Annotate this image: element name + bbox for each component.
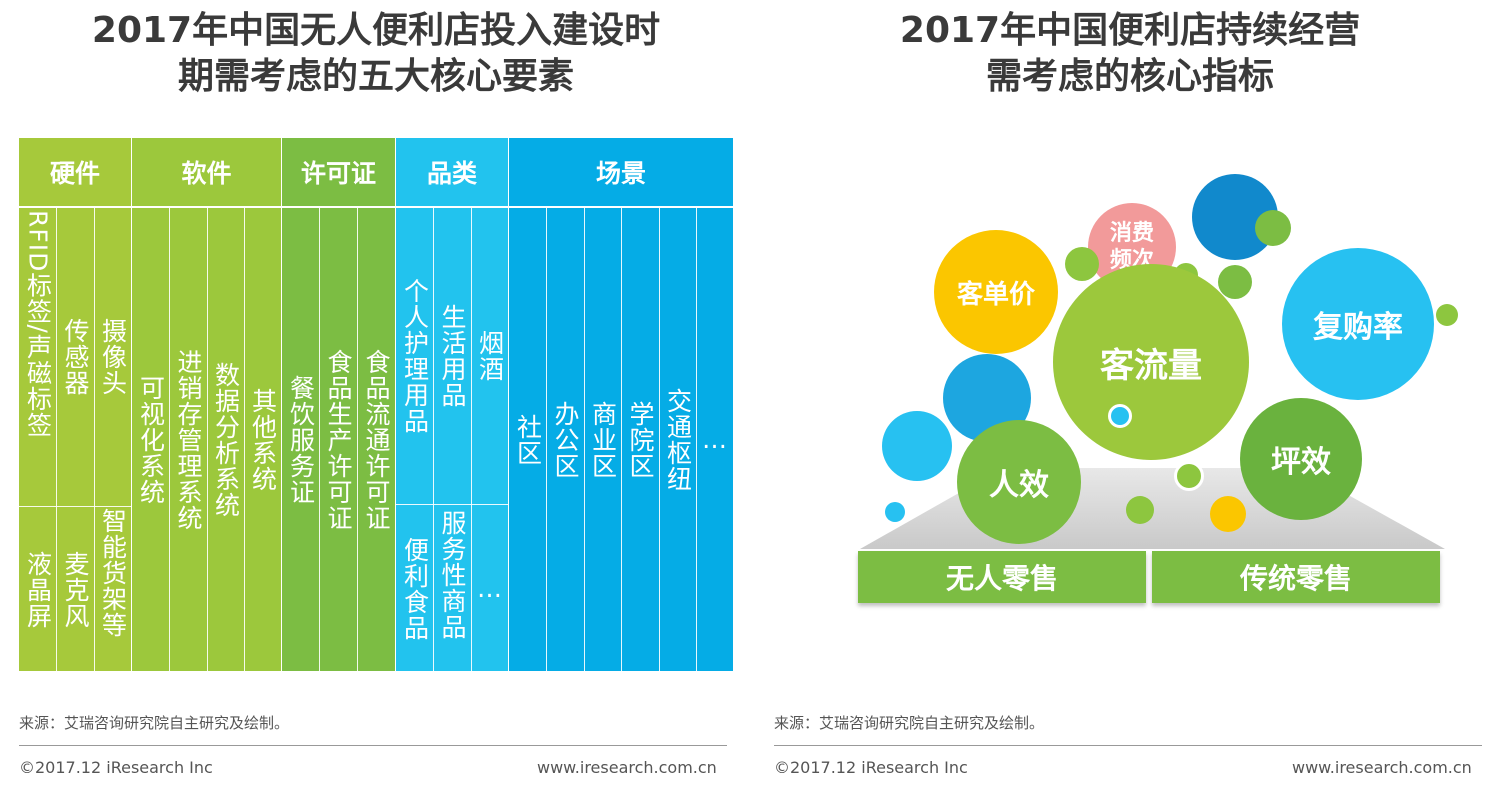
decor-bubble [1174, 461, 1204, 491]
license-body [282, 208, 395, 671]
right-divider [774, 745, 1482, 746]
left-title-line2: 期需考虑的五大核心要素 [177, 56, 574, 97]
scene-cell: … [702, 424, 727, 454]
hardware-cell: 液晶屏 [23, 550, 53, 629]
right-title-line1: 2017年中国便利店持续经营 [899, 10, 1361, 51]
software-cell: 其他系统 [248, 387, 278, 492]
category-body [396, 208, 508, 671]
category-cell: … [477, 573, 502, 603]
grid-line [696, 208, 697, 671]
right-title: 2017年中国便利店持续经营 需考虑的核心指标 [790, 8, 1470, 100]
software-cell: 可视化系统 [136, 374, 166, 505]
header-scene: 场景 [509, 138, 733, 206]
category-cell: 烟酒 [475, 330, 505, 382]
software-cell: 进销存管理系统 [174, 348, 203, 531]
bubble-unit-price: 客单价 [934, 230, 1058, 354]
scene-cell: 社区 [513, 413, 543, 466]
grid-line [433, 208, 434, 671]
software-body [132, 208, 281, 671]
grid-line [621, 208, 622, 671]
decor-bubble [1436, 304, 1458, 326]
base-traditional-retail: 传统零售 [1152, 551, 1440, 603]
bubble-repurchase: 复购率 [1282, 248, 1434, 400]
scene-cell: 办公区 [551, 400, 580, 479]
header-license: 许可证 [282, 138, 395, 206]
grid-line [319, 208, 320, 671]
hardware-cell: 麦克风 [61, 550, 90, 629]
right-copyright: ©2017.12 iResearch Inc [774, 758, 968, 777]
decor-bubble [1218, 265, 1252, 299]
category-cell: 便利食品 [400, 536, 430, 641]
grid-line [56, 208, 57, 671]
core-elements-table: 硬件 软件 许可证 品类 场景 RFID标签/声磁标签 传感器 摄像头 液晶屏 … [19, 138, 733, 671]
software-cell: 数据分析系统 [211, 361, 241, 518]
grid-line [396, 504, 508, 505]
decor-bubble [1108, 404, 1132, 428]
decor-bubble [1255, 210, 1291, 246]
grid-line [207, 208, 208, 671]
grid-line [169, 208, 170, 671]
category-cell: 个人护理用品 [400, 278, 430, 434]
grid-line [471, 208, 472, 671]
hardware-cell: 传感器 [61, 318, 90, 396]
left-divider [19, 745, 727, 746]
left-website: www.iresearch.com.cn [537, 758, 717, 777]
license-cell: 食品流通许可证 [362, 348, 391, 531]
right-title-line2: 需考虑的核心指标 [985, 56, 1274, 97]
license-cell: 餐饮服务证 [286, 374, 316, 505]
category-cell: 生活用品 [438, 304, 467, 408]
grid-line [659, 208, 660, 671]
left-source: 来源：艾瑞咨询研究院自主研究及绘制。 [19, 714, 290, 732]
decor-bubble [1126, 496, 1154, 524]
grid-line [94, 208, 95, 671]
grid-line [357, 208, 358, 671]
bubble-customer-flow: 客流量 [1053, 264, 1249, 460]
hardware-cell: RFID标签/声磁标签 [23, 210, 53, 438]
bubble-area-efficiency: 坪效 [1240, 398, 1362, 520]
grid-line [546, 208, 547, 671]
decor-bubble [1065, 247, 1099, 281]
decor-bubble [1210, 496, 1246, 532]
category-cell: 服务性商品 [438, 510, 467, 640]
decor-bubble [885, 502, 905, 522]
scene-cell: 交通枢纽 [663, 387, 693, 492]
right-website: www.iresearch.com.cn [1292, 758, 1472, 777]
left-copyright: ©2017.12 iResearch Inc [19, 758, 213, 777]
header-software: 软件 [132, 138, 281, 206]
hardware-body [19, 208, 131, 671]
right-source: 来源：艾瑞咨询研究院自主研究及绘制。 [774, 714, 1045, 732]
grid-line [244, 208, 245, 671]
left-title-line1: 2017年中国无人便利店投入建设时 [91, 10, 661, 51]
scene-cell: 商业区 [588, 400, 618, 479]
hardware-cell: 摄像头 [98, 318, 128, 396]
header-hardware: 硬件 [19, 138, 131, 206]
base-unmanned-retail: 无人零售 [858, 551, 1146, 603]
decor-bubble [882, 411, 952, 481]
grid-line [19, 506, 131, 507]
scene-cell: 学院区 [626, 400, 655, 479]
grid-line [584, 208, 585, 671]
left-title: 2017年中国无人便利店投入建设时 期需考虑的五大核心要素 [20, 8, 732, 100]
bubble-labor-efficiency: 人效 [957, 420, 1081, 544]
hardware-cell: 智能货架等 [98, 508, 128, 638]
license-cell: 食品生产许可证 [324, 348, 353, 531]
header-category: 品类 [396, 138, 508, 206]
